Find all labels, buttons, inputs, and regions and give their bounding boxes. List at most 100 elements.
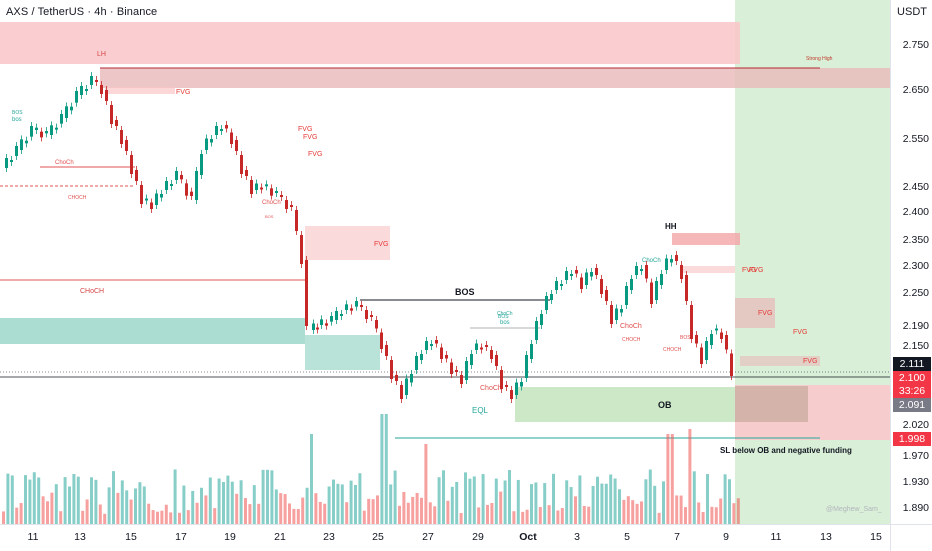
candle <box>620 309 623 313</box>
volume-bar <box>2 511 5 524</box>
volume-bar <box>169 512 173 524</box>
candle <box>220 129 223 131</box>
volume-bar <box>631 500 635 524</box>
candle <box>185 183 188 196</box>
candle <box>450 362 453 374</box>
volume-bar <box>679 495 683 524</box>
bos-label: BOS <box>498 314 509 320</box>
candle <box>125 140 128 151</box>
candle <box>170 184 173 186</box>
candle <box>660 274 663 285</box>
volume-bar <box>362 510 366 524</box>
candle <box>275 191 278 193</box>
price-label: 2.450 <box>902 181 929 193</box>
candle <box>316 327 319 330</box>
volume-bar <box>283 494 287 524</box>
price-axis[interactable]: USDT 2.750 2.650 2.550 2.450 2.400 2.350… <box>890 0 932 524</box>
volume-bar <box>6 473 10 524</box>
candle <box>415 356 418 370</box>
volume-bar <box>28 479 32 524</box>
volume-bar <box>393 470 397 524</box>
volume-bar <box>107 487 111 524</box>
bos-label: BOS <box>265 214 274 219</box>
fvg-label: FVG <box>749 267 763 274</box>
volume-bar <box>15 507 19 524</box>
volume-bar <box>151 510 155 524</box>
candle <box>165 181 168 190</box>
candle <box>730 353 733 376</box>
candle <box>45 131 48 134</box>
current-price-tag: 2.111 <box>893 357 931 371</box>
volume-bar <box>85 499 89 524</box>
volume-bar <box>398 505 401 524</box>
candle <box>645 265 648 279</box>
candle <box>700 347 703 364</box>
price-label: 2.350 <box>902 234 929 246</box>
time-label: 23 <box>323 531 335 543</box>
volume-bar <box>270 470 274 524</box>
fvg-label: FVG <box>374 241 388 248</box>
lh-label: LH <box>97 51 106 58</box>
volume-bar <box>274 489 278 524</box>
volume-bar <box>521 511 525 524</box>
candle <box>610 305 613 324</box>
volume-bar <box>94 479 98 524</box>
volume-bar <box>195 502 199 524</box>
time-label: 11 <box>770 531 782 543</box>
volume-bar <box>37 477 41 524</box>
fvg-box <box>680 266 735 273</box>
candle <box>655 281 658 300</box>
chart-canvas[interactable]: Strong HighLHFVGFVGFVGFVGFVGCHoCHChoChCH… <box>0 0 890 524</box>
fvg-label: FVG <box>758 310 772 317</box>
chart-area[interactable]: AXS / TetherUS · 4h · Binance Strong Hig… <box>0 0 890 524</box>
volume-bar <box>389 484 393 524</box>
candle <box>250 180 253 194</box>
price-label: 1.930 <box>902 476 929 488</box>
volume-bar <box>164 504 168 524</box>
candle <box>130 155 133 174</box>
candle <box>295 210 298 231</box>
candle <box>95 80 98 82</box>
candle <box>575 270 578 274</box>
volume-bar <box>318 501 322 524</box>
volume-bar <box>433 506 437 524</box>
volume-bar <box>217 478 221 524</box>
volume-bar <box>332 479 335 524</box>
volume-bar <box>587 506 591 524</box>
volume-bar <box>604 483 608 524</box>
candle <box>465 361 468 380</box>
choch-label: ChoCh <box>55 160 74 166</box>
countdown-price-tag: 2.100 <box>893 371 931 385</box>
volume-bar <box>455 481 459 524</box>
volume-bar <box>657 512 661 524</box>
volume-bar <box>622 499 626 524</box>
strong-high-zone <box>100 68 890 88</box>
candle <box>615 308 618 320</box>
candle <box>580 277 583 289</box>
volume-bar <box>442 470 445 524</box>
volume-bar <box>120 480 124 524</box>
candle <box>495 355 498 366</box>
candle <box>285 200 288 209</box>
candle <box>560 284 563 286</box>
hh-label: HH <box>665 222 677 231</box>
candle <box>205 138 208 150</box>
volume-bar <box>178 512 181 524</box>
choch-label: CHOCH <box>68 195 87 201</box>
choch-label: ChoCh <box>642 258 661 264</box>
candle <box>195 171 198 200</box>
volume-bar <box>230 481 234 524</box>
volume-bar <box>635 503 639 524</box>
candle <box>360 305 363 307</box>
candle <box>270 188 273 196</box>
volume-bar <box>424 444 428 524</box>
volume-bar <box>24 475 27 524</box>
candle <box>540 314 543 325</box>
currency-label: USDT <box>897 6 927 18</box>
candle <box>375 320 378 329</box>
volume-bar <box>626 496 630 524</box>
candle <box>440 347 443 359</box>
volume-bar <box>46 501 49 524</box>
time-axis[interactable]: 11 13 15 17 19 21 23 25 27 29 Oct 3 5 7 … <box>0 524 890 551</box>
volume-bar <box>129 499 133 524</box>
